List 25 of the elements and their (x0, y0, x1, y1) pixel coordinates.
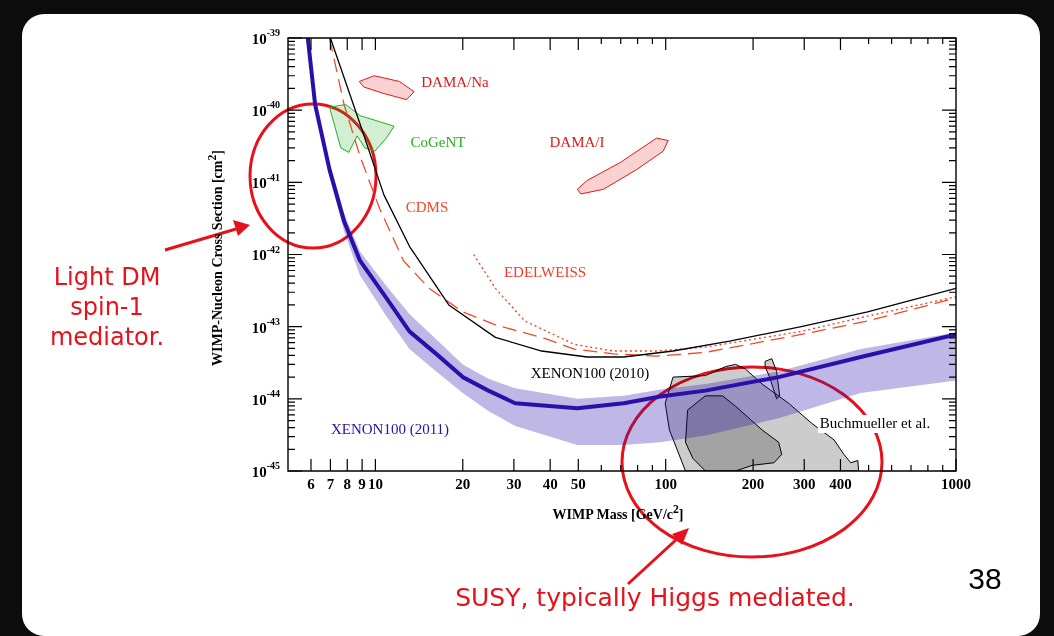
x-tick-label: 8 (343, 475, 352, 492)
x-tick-label: 400 (829, 475, 852, 492)
x-tick-label: 1000 (941, 475, 971, 492)
text: 38 (967, 561, 1003, 597)
series-label: CoGeNT (410, 133, 466, 150)
series-label: XENON100 (2010) (530, 364, 650, 382)
x-tick-label: 6 (307, 475, 316, 492)
x-tick-label: 100 (654, 475, 677, 492)
x-tick-label: 40 (542, 475, 558, 492)
series-label: DAMA/Na (421, 73, 490, 90)
x-tick-label: 50 (570, 475, 586, 492)
series-label: CDMS (405, 198, 449, 215)
text: XENON100 (2011) (330, 420, 450, 438)
x-tick-label: 9 (358, 475, 366, 492)
x-tick-label: 20 (455, 475, 471, 492)
text: Light DM spin-1 mediator. (48, 262, 166, 352)
x-tick-label: 200 (741, 475, 765, 492)
legend-label: Buchmueller et al. (819, 414, 931, 431)
series-label: EDELWEISS (503, 263, 587, 280)
x-tick-label: 10 (367, 475, 383, 492)
x-tick-label: 300 (792, 475, 816, 492)
x-tick-label: 30 (506, 475, 522, 492)
x-tick-label: 7 (326, 475, 335, 492)
text: SUSY, typically Higgs mediated. (454, 582, 856, 614)
series-label: DAMA/I (549, 133, 605, 150)
